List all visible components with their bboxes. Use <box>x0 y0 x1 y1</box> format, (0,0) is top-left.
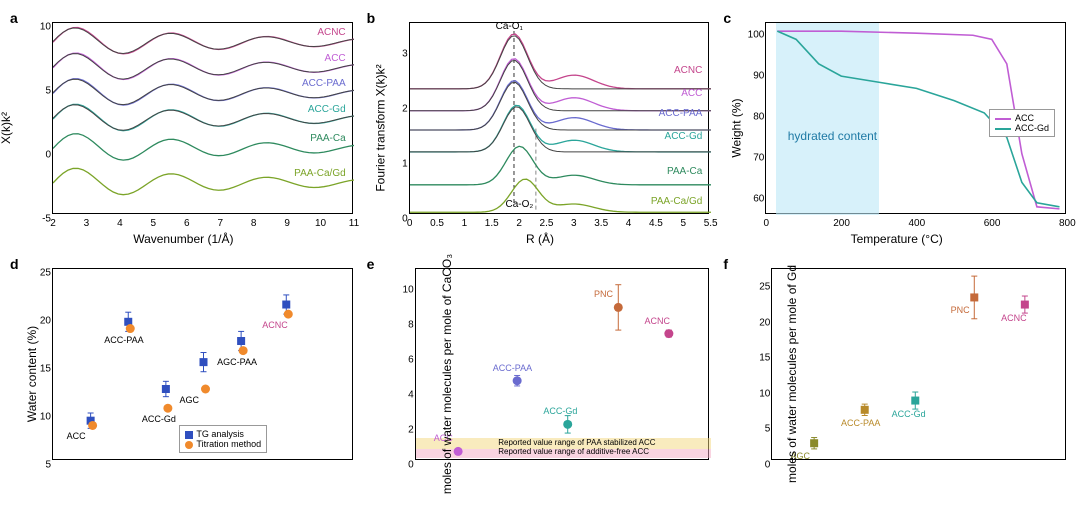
xlabel-b: R (Å) <box>526 232 554 246</box>
plot-area-c: 020040060080060708090100hydrated content… <box>765 22 1066 214</box>
panel-a: a 234567891011-50510ACNCACCACC-PAAACC-Gd… <box>8 8 359 248</box>
plot-area-b: 00.511.522.533.544.555.50123Ca-O₁Ca-O₂AC… <box>409 22 710 214</box>
panel-c-label: c <box>723 10 731 26</box>
ylabel-f: moles of water molecules per mole of Gd <box>785 265 799 483</box>
panel-d-label: d <box>10 256 19 272</box>
plot-area-a: 234567891011-50510ACNCACCACC-PAAACC-GdPA… <box>52 22 353 214</box>
panel-a-label: a <box>10 10 18 26</box>
ylabel-a: X(k)k² <box>0 112 13 144</box>
panel-f: f 0510152025AGCACC-PAAACC-GdPNCACNC mole… <box>721 254 1072 494</box>
panel-b: b 00.511.522.533.544.555.50123Ca-O₁Ca-O₂… <box>365 8 716 248</box>
xlabel-c: Temperature (°C) <box>851 232 943 246</box>
xlabel-a: Wavenumber (1/Å) <box>133 232 233 246</box>
panel-e-label: e <box>367 256 375 272</box>
panel-b-label: b <box>367 10 376 26</box>
plot-area-e: 0246810ACCACC-PAAACC-GdPNCACNCReported v… <box>415 268 710 460</box>
figure-grid: a 234567891011-50510ACNCACCACC-PAAACC-Gd… <box>8 8 1072 494</box>
panel-c: c 020040060080060708090100hydrated conte… <box>721 8 1072 248</box>
ylabel-b: Fourier transform X(k)k² <box>373 64 387 191</box>
panel-e: e 0246810ACCACC-PAAACC-GdPNCACNCReported… <box>365 254 716 494</box>
plot-area-d: 510152025ACCACC-PAAACC-GdAGCAGC-PAAACNCT… <box>52 268 353 460</box>
panel-f-label: f <box>723 256 728 272</box>
plot-area-f: 0510152025AGCACC-PAAACC-GdPNCACNC <box>771 268 1066 460</box>
ylabel-e: moles of water molecules per mole of CaC… <box>440 254 454 494</box>
panel-d: d 510152025ACCACC-PAAACC-GdAGCAGC-PAAACN… <box>8 254 359 494</box>
ylabel-c: Weight (%) <box>730 98 744 157</box>
ylabel-d: Water content (%) <box>25 326 39 422</box>
